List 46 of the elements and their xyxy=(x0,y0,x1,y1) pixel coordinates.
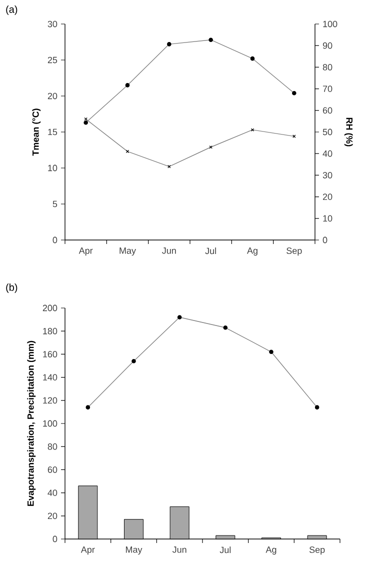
x-tick-label: Sep xyxy=(286,248,302,256)
y2-tick-label: 30 xyxy=(322,172,332,178)
y-tick-label: 120 xyxy=(43,397,58,404)
x-tick-label: Apr xyxy=(78,248,93,256)
y2-tick-label: 10 xyxy=(323,215,332,222)
y-tick-label: 200 xyxy=(42,304,58,312)
y2-axis-title: RH (%) xyxy=(344,118,353,146)
y-tick-label: 0 xyxy=(52,236,58,244)
y-tick-label: 5 xyxy=(52,200,58,208)
y-tick-label: 160 xyxy=(43,351,58,358)
x-tick-label: Ag xyxy=(247,248,258,256)
x-tick-label: Jun xyxy=(172,546,186,553)
y-tick-label: 30 xyxy=(48,20,58,28)
y2-tick-label: 90 xyxy=(322,42,332,49)
y-tick-label: 0 xyxy=(52,536,58,542)
text: (b) xyxy=(6,284,18,293)
y-axis-title: Evapotranspiration, Precipitation (mm) xyxy=(27,340,36,506)
y-tick-label: 100 xyxy=(43,420,58,427)
x-tick-label: Apr xyxy=(80,546,95,555)
y-tick-label: 10 xyxy=(48,164,58,172)
y-tick-label: 25 xyxy=(48,56,58,64)
y-tick-label: 20 xyxy=(48,512,58,520)
x-tick-label: May xyxy=(126,546,142,555)
y-tick-label: 140 xyxy=(43,374,58,380)
y2-tick-label: 40 xyxy=(322,150,332,157)
y2-tick-label: 100 xyxy=(323,20,338,28)
x-tick-label: Jul xyxy=(205,248,216,254)
y2-tick-label: 20 xyxy=(322,194,332,200)
y-tick-label: 60 xyxy=(48,466,58,473)
y-axis-title: Tmean (°C) xyxy=(32,108,41,156)
y2-tick-label: 70 xyxy=(322,86,332,92)
text: (a) xyxy=(6,6,18,15)
y-tick-label: 15 xyxy=(48,128,58,136)
y-tick-label: 40 xyxy=(48,490,58,496)
y-tick-label: 180 xyxy=(43,328,58,334)
y2-tick-label: 0 xyxy=(322,236,328,244)
y-tick-label: 20 xyxy=(48,92,58,100)
y-tick-label: 80 xyxy=(48,443,58,450)
x-tick-label: Jul xyxy=(220,546,231,554)
x-tick-label: Sep xyxy=(309,546,325,555)
x-tick-label: Jun xyxy=(162,248,176,254)
x-tick-label: May xyxy=(120,248,136,256)
x-tick-label: Ag xyxy=(266,546,276,555)
y2-tick-label: 60 xyxy=(322,107,332,114)
y2-tick-label: 80 xyxy=(322,64,332,70)
y2-tick-label: 50 xyxy=(322,128,332,136)
